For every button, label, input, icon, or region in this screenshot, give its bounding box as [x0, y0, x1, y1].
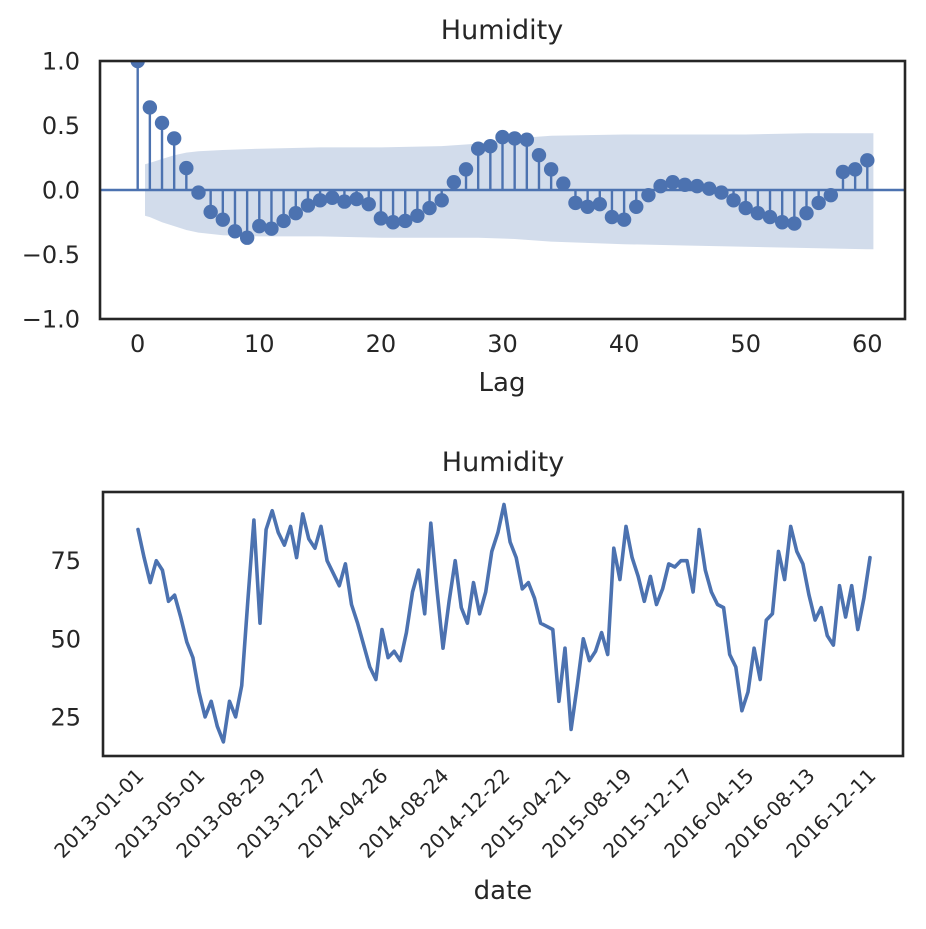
acf-marker [422, 200, 437, 216]
acf-marker [130, 61, 145, 69]
acf-marker [762, 209, 778, 225]
acf-marker [154, 115, 170, 131]
acf-marker [629, 199, 644, 214]
acf-marker [665, 175, 680, 190]
acf-marker [702, 181, 717, 196]
acf-marker [215, 212, 231, 227]
acf-marker [799, 206, 814, 221]
timeseries-plot-area [101, 490, 905, 758]
acf-xlabel: Lag [479, 368, 526, 398]
ts-clipped-group [136, 502, 872, 744]
acf-stems [130, 61, 875, 245]
acf-marker [641, 187, 656, 203]
acf-marker [774, 215, 790, 230]
acf-marker [507, 131, 522, 146]
acf-marker [179, 160, 194, 176]
acf-marker [616, 212, 632, 227]
acf-marker [726, 193, 741, 208]
acf-marker [166, 131, 182, 146]
acf-marker [252, 218, 267, 234]
acf-xtick-label: 0 [130, 330, 145, 358]
acf-marker [434, 193, 449, 208]
acf-marker [811, 195, 826, 211]
acf-marker [568, 195, 583, 211]
acf-marker [835, 164, 851, 180]
confidence-band [145, 133, 874, 250]
ts-ytick-label: 50 [50, 625, 81, 653]
acf-marker [495, 129, 510, 145]
acf-ytick-label: 0.5 [42, 112, 80, 140]
ts-xlabel: date [474, 876, 533, 906]
humidity-line [136, 502, 872, 744]
acf-marker [787, 216, 802, 231]
acf-marker [750, 206, 766, 221]
acf-marker [385, 215, 401, 230]
acf-ytick-label: −0.5 [22, 241, 80, 269]
acf-marker [410, 208, 425, 223]
acf-marker [142, 100, 158, 115]
acf-marker [361, 196, 376, 212]
acf-marker [276, 213, 291, 229]
acf-marker [398, 213, 413, 229]
acf-marker [203, 204, 218, 220]
acf-marker [288, 206, 303, 221]
acf-xtick-label: 60 [852, 330, 883, 358]
acf-marker [227, 224, 243, 239]
acf-chart: Humidity 0 10 20 30 40 50 601.00.50.0−0.5−1.0 … [22, 15, 907, 398]
acf-marker [689, 178, 705, 194]
acf-marker [519, 132, 535, 147]
acf-plot-area [98, 59, 907, 321]
acf-marker [264, 221, 279, 236]
ts-ytick-label: 75 [50, 547, 81, 575]
acf-marker [337, 194, 352, 209]
acf-marker [592, 196, 607, 212]
acf-marker [470, 141, 486, 156]
acf-marker [446, 175, 462, 190]
ts-frame [101, 490, 905, 758]
acf-marker [483, 138, 498, 154]
acf-clipped-group [100, 61, 905, 250]
acf-frame [98, 59, 907, 321]
acf-marker [714, 185, 729, 200]
acf-marker [847, 162, 863, 177]
acf-xtick-label: 30 [487, 330, 518, 358]
acf-marker [580, 199, 595, 214]
acf-marker [300, 198, 316, 213]
ts-ytick-label: 25 [50, 703, 81, 731]
acf-marker [325, 190, 340, 205]
acf-marker [556, 176, 571, 191]
acf-marker [543, 162, 559, 177]
acf-xtick-label: 10 [244, 330, 275, 358]
acf-ytick-label: −1.0 [22, 306, 80, 334]
acf-ytick-label: 0.0 [42, 177, 80, 205]
acf-marker [239, 230, 255, 245]
acf-ytick-label: 1.0 [42, 48, 80, 76]
acf-marker [373, 211, 389, 226]
acf-xtick-label: 50 [730, 330, 761, 358]
timeseries-chart: Humidity 7550252013-01-012013-05-012013-… [49, 447, 905, 906]
acf-xtick-label: 40 [609, 330, 640, 358]
acf-marker [531, 147, 547, 163]
acf-marker [349, 191, 364, 207]
acf-marker [312, 193, 328, 208]
acf-marker [458, 162, 474, 177]
ts-title: Humidity [442, 447, 564, 478]
acf-marker [860, 153, 875, 168]
acf-tick-labels: 0 10 20 30 40 50 60 1.0 0.5 0.0 −0.5 −1.0 [22, 48, 883, 359]
acf-marker [823, 187, 839, 203]
acf-title: Humidity [441, 15, 563, 46]
acf-marker [653, 178, 668, 194]
acf-marker [604, 209, 620, 225]
acf-marker [191, 185, 206, 200]
acf-marker [677, 177, 693, 193]
acf-xtick-label: 20 [366, 330, 397, 358]
acf-marker [738, 200, 753, 216]
